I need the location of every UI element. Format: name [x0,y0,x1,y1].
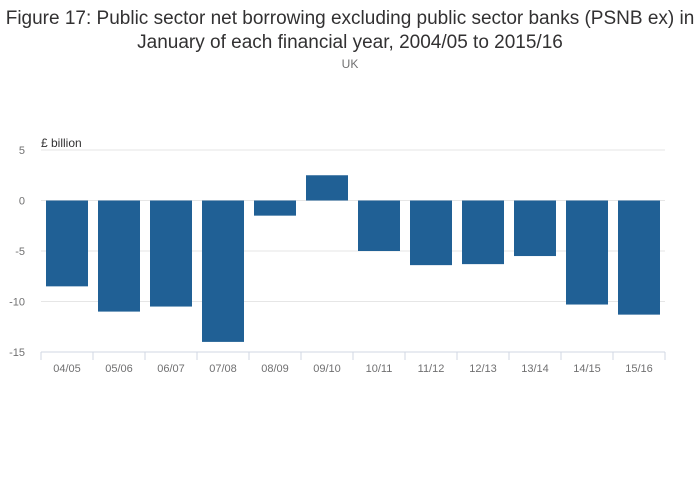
bar [202,200,244,342]
bars [46,175,660,342]
x-tick-label: 06/07 [157,363,185,375]
chart-subtitle: UK [341,57,359,71]
bar [462,200,504,265]
y-tick-label: 5 [19,145,25,157]
chart-title: Figure 17: Public sector net borrowing e… [5,8,695,53]
y-tick-label: -15 [9,347,25,359]
bar [254,200,296,216]
bar [566,200,608,305]
x-tick-label: 11/12 [418,363,445,375]
bar [514,200,556,257]
x-axis [40,351,666,360]
x-tick-label: 04/05 [53,363,81,375]
y-tick-labels: 5 0 -5 -10 -15 [9,145,25,359]
bar [410,200,452,266]
bar [150,200,192,307]
x-tick-label: 08/09 [261,363,289,375]
y-tick-label: -5 [15,246,25,258]
bar [46,200,88,287]
bar [98,200,140,312]
x-tick-label: 13/14 [521,363,549,375]
y-tick-label: 0 [19,196,25,208]
bar [358,200,400,251]
bar [306,175,348,201]
y-axis-label: £ billion [41,136,82,150]
x-tick-label: 12/13 [469,363,497,375]
x-tick-label: 05/06 [105,363,133,375]
y-tick-label: -10 [9,297,25,309]
bar [618,200,660,315]
x-tick-label: 15/16 [625,363,653,375]
x-tick-label: 09/10 [313,363,341,375]
x-tick-labels: 04/05 05/06 06/07 07/08 08/09 09/10 10/11 11/12… [53,363,653,375]
gridlines [41,149,665,302]
x-tick-label: 10/11 [366,363,393,375]
x-tick-label: 07/08 [209,363,237,375]
x-tick-label: 14/15 [573,363,601,375]
